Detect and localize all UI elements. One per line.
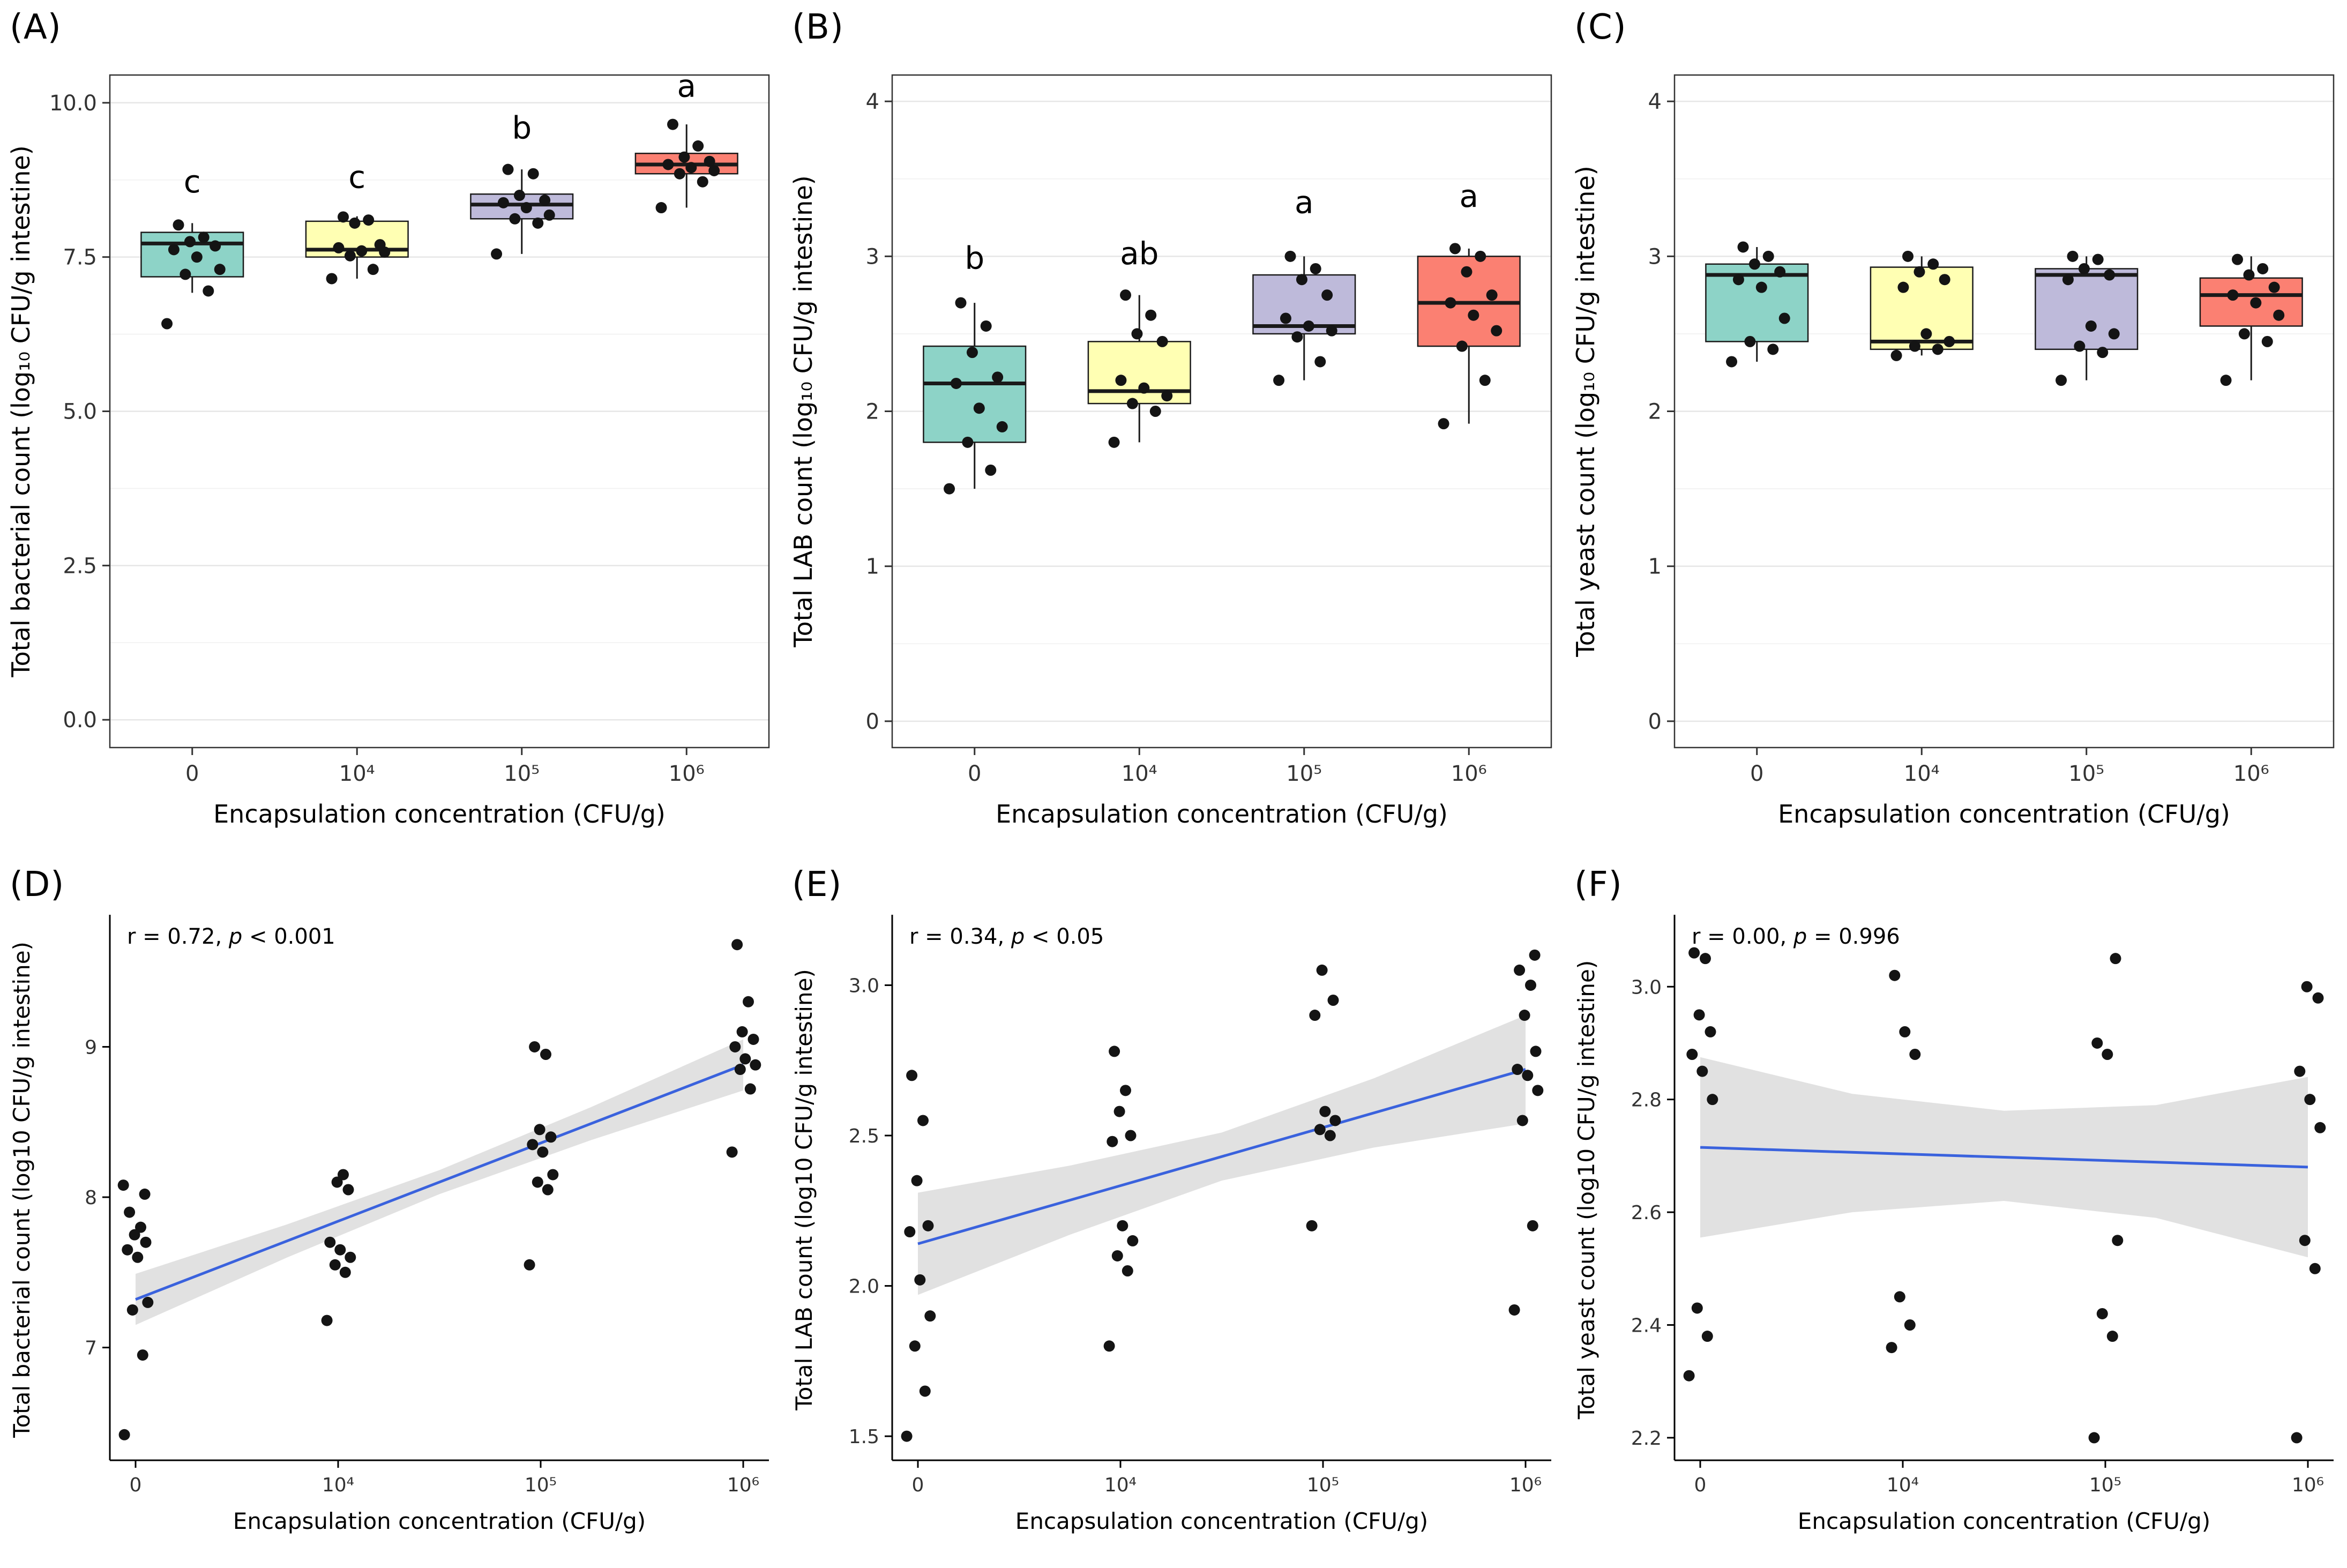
svg-text:Encapsulation concentration (C: Encapsulation concentration (CFU/g) [1015, 1508, 1428, 1534]
svg-text:2.4: 2.4 [1631, 1315, 1662, 1337]
svg-text:10⁴: 10⁴ [1887, 1474, 1919, 1496]
svg-text:c: c [348, 159, 365, 196]
svg-text:10⁵: 10⁵ [525, 1474, 557, 1496]
svg-text:Total bacterial count (log10 C: Total bacterial count (log10 CFU/g intes… [9, 942, 35, 1438]
svg-text:4: 4 [866, 89, 879, 114]
top-row: (A) c c b a 0.0 2.5 5.0 7.5 10.0 0 10⁴ 10⁵ 10⁶ Encaps… [0, 0, 2347, 857]
svg-text:7: 7 [85, 1338, 97, 1360]
svg-text:2: 2 [866, 400, 879, 424]
panel-e: (E) 1.5 2.0 2.5 3.0 0 10⁴ 10⁵ 10⁶ Encapsulation … [782, 857, 1565, 1568]
svg-text:Encapsulation concentration (C: Encapsulation concentration (CFU/g) [213, 800, 666, 828]
svg-text:0: 0 [130, 1474, 142, 1496]
svg-text:r = 0.72, p < 0.001: r = 0.72, p < 0.001 [127, 924, 335, 949]
panel-d: (D) 7 8 9 0 10⁴ 10⁵ 10⁶ Encapsulation concentra… [0, 857, 782, 1568]
svg-text:2.5: 2.5 [63, 554, 97, 578]
svg-text:10⁵: 10⁵ [2089, 1474, 2121, 1496]
svg-text:10⁶: 10⁶ [2292, 1474, 2324, 1496]
svg-text:10⁵: 10⁵ [2068, 761, 2104, 786]
svg-text:Total yeast count (log₁₀ CFU/g: Total yeast count (log₁₀ CFU/g intestine… [1571, 166, 1600, 657]
svg-text:2.8: 2.8 [1631, 1089, 1662, 1111]
svg-text:2.6: 2.6 [1631, 1202, 1662, 1224]
svg-text:1: 1 [866, 555, 879, 579]
svg-text:Total LAB count (log₁₀ CFU/g i: Total LAB count (log₁₀ CFU/g intestine) [789, 175, 818, 647]
svg-text:0: 0 [912, 1474, 924, 1496]
scatter-total-bacterial-count: 7 8 9 0 10⁴ 10⁵ 10⁶ Encapsulation concentration… [9, 915, 769, 1534]
svg-text:10.0: 10.0 [49, 91, 97, 116]
svg-text:0: 0 [866, 710, 879, 734]
svg-text:Encapsulation concentration (C: Encapsulation concentration (CFU/g) [233, 1508, 646, 1534]
svg-text:10⁵: 10⁵ [1307, 1474, 1339, 1496]
svg-text:2.2: 2.2 [1631, 1428, 1662, 1450]
svg-text:10⁶: 10⁶ [1509, 1474, 1542, 1496]
svg-text:10⁴: 10⁴ [1122, 761, 1157, 786]
svg-text:10⁵: 10⁵ [504, 761, 540, 786]
svg-text:3: 3 [1648, 244, 1662, 269]
svg-text:Total bacterial count (log₁₀ C: Total bacterial count (log₁₀ CFU/g intes… [6, 145, 35, 677]
svg-text:1.5: 1.5 [849, 1426, 879, 1448]
svg-text:5.0: 5.0 [63, 400, 97, 424]
svg-text:10⁴: 10⁴ [339, 761, 375, 786]
svg-text:Total LAB count (log10 CFU/g i: Total LAB count (log10 CFU/g intestine) [791, 969, 817, 1411]
svg-text:a: a [677, 68, 696, 104]
panel-a: (A) c c b a 0.0 2.5 5.0 7.5 10.0 0 10⁴ 10⁵ 10⁶ Encaps… [0, 0, 782, 857]
svg-text:c: c [184, 163, 201, 200]
svg-text:10⁴: 10⁴ [322, 1474, 354, 1496]
panel-label-c: (C) [1574, 8, 1627, 47]
svg-text:0: 0 [1694, 1474, 1707, 1496]
svg-text:10⁶: 10⁶ [1451, 761, 1487, 786]
scatter-total-yeast-count: 2.2 2.4 2.6 2.8 3.0 0 10⁴ 10⁵ 10⁶ Encapsulation c… [1573, 915, 2334, 1534]
svg-text:0: 0 [185, 761, 199, 786]
panel-label-a: (A) [10, 8, 62, 47]
panel-b: (B) b ab a a 0 1 2 3 4 0 10⁴ 10⁵ 10⁶ Encapsulation co… [782, 0, 1565, 857]
svg-text:10⁵: 10⁵ [1286, 761, 1322, 786]
svg-text:3: 3 [866, 244, 879, 269]
panel-f: (F) 2.2 2.4 2.6 2.8 3.0 0 10⁴ 10⁵ 10⁶ Encapsulati… [1565, 857, 2347, 1568]
panel-label-d: (D) [10, 865, 65, 905]
panel-label-b: (B) [792, 8, 844, 47]
svg-text:2: 2 [1648, 400, 1662, 424]
svg-text:r = 0.00, p = 0.996: r = 0.00, p = 0.996 [1692, 924, 1900, 949]
svg-text:2.5: 2.5 [849, 1125, 879, 1147]
panel-c: (C) 0 1 2 3 4 0 10⁴ 10⁵ 10⁶ Encapsulation concent… [1565, 0, 2347, 857]
svg-text:4: 4 [1648, 89, 1662, 114]
svg-text:3.0: 3.0 [1631, 976, 1662, 998]
svg-text:10⁶: 10⁶ [2233, 761, 2269, 786]
svg-text:0.0: 0.0 [63, 708, 97, 733]
bottom-row: (D) 7 8 9 0 10⁴ 10⁵ 10⁶ Encapsulation concentra… [0, 857, 2347, 1568]
panel-label-e: (E) [792, 865, 842, 905]
svg-text:Encapsulation concentration (C: Encapsulation concentration (CFU/g) [1798, 1508, 2210, 1534]
boxplot-total-bacterial-count: c c b a 0.0 2.5 5.0 7.5 10.0 0 10⁴ 10⁵ 10⁶Encapsulat… [6, 68, 770, 828]
svg-text:10⁴: 10⁴ [1104, 1474, 1137, 1496]
svg-text:0: 0 [1648, 710, 1662, 734]
svg-text:ab: ab [1120, 235, 1158, 272]
svg-text:7.5: 7.5 [63, 245, 97, 270]
svg-text:Encapsulation concentration (C: Encapsulation concentration (CFU/g) [996, 800, 1448, 828]
svg-text:1: 1 [1648, 555, 1662, 579]
svg-text:3.0: 3.0 [849, 975, 879, 997]
svg-text:r = 0.34, p < 0.05: r = 0.34, p < 0.05 [909, 924, 1104, 949]
svg-text:b: b [512, 110, 532, 146]
svg-text:b: b [965, 240, 984, 276]
panel-label-f: (F) [1574, 865, 1623, 905]
svg-text:9: 9 [85, 1036, 97, 1058]
svg-text:10⁶: 10⁶ [727, 1474, 759, 1496]
svg-text:10⁴: 10⁴ [1904, 761, 1940, 786]
svg-text:0: 0 [1750, 761, 1763, 786]
scatter-total-lab-count: 1.5 2.0 2.5 3.0 0 10⁴ 10⁵ 10⁶ Encapsulation conc… [791, 915, 1551, 1534]
svg-text:0: 0 [968, 761, 981, 786]
svg-text:8: 8 [85, 1187, 97, 1209]
svg-text:a: a [1459, 178, 1478, 214]
svg-text:a: a [1295, 184, 1314, 220]
svg-text:Encapsulation concentration (C: Encapsulation concentration (CFU/g) [1778, 800, 2230, 828]
svg-text:10⁶: 10⁶ [669, 761, 705, 786]
svg-text:Total yeast count (log10 CFU/g: Total yeast count (log10 CFU/g intestine… [1573, 960, 1599, 1420]
svg-text:2.0: 2.0 [849, 1276, 879, 1298]
